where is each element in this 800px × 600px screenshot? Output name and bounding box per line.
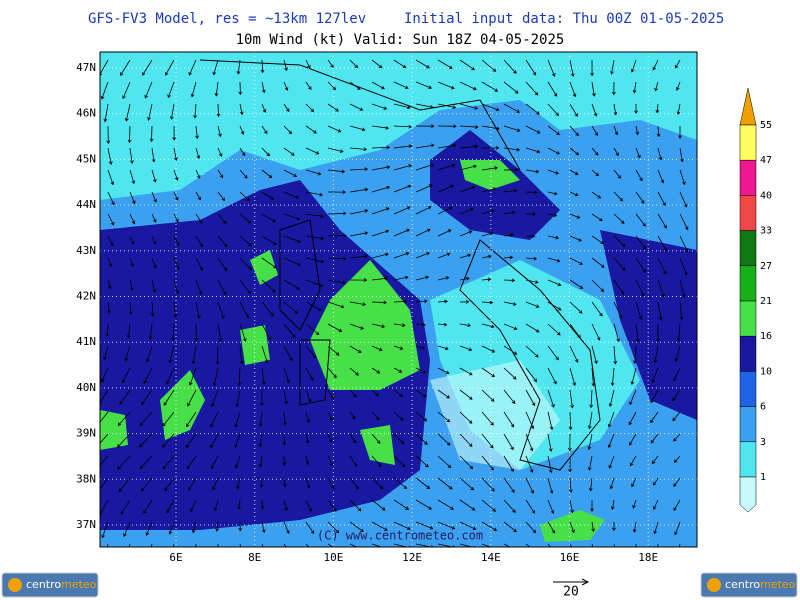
colorbar-label: 1 [760,472,766,483]
colorbar-label: 3 [760,437,766,448]
lon-label: 18E [638,551,658,564]
logo-left: centrometeo [1,572,99,598]
lon-label: 16E [560,551,580,564]
lat-label: 39N [76,427,96,440]
logo-text: centrometeo [26,578,97,591]
colorbar-bin [739,265,757,302]
colorbar-label: 27 [760,261,772,272]
colorbar-bin [739,159,757,196]
reference-arrow [553,578,590,586]
colorbar-label: 10 [760,366,772,377]
lat-label: 47N [76,61,96,74]
lon-label: 6E [169,551,182,564]
colorbar: 55 47 40 33 27 21 16 10 6 3 1 [739,87,772,513]
colorbar-label: 21 [760,296,772,307]
colorbar-label: 47 [760,155,772,166]
colorbar-label: 16 [760,331,772,342]
map: (C) www.centrometeo.com [100,52,697,547]
model-title: GFS-FV3 Model, res = ~13km 127lev [88,11,366,27]
lat-label: 44N [76,198,96,211]
colorbar-bottom [739,476,757,513]
map-frame [99,51,698,548]
colorbar-top [739,87,757,126]
lon-label: 8E [248,551,261,564]
lat-label: 37N [76,518,96,531]
colorbar-bin [739,300,757,337]
graticule [100,52,697,547]
lon-label: 14E [481,551,501,564]
reference-label: 20 [563,585,579,600]
init-title: Initial input data: Thu 00Z 01-05-2025 [404,11,724,27]
logo-text: centrometeo [725,578,796,591]
colorbar-bin [739,195,757,231]
lat-label: 41N [76,335,96,348]
axis-labels: 47N 46N 45N 44N 43N 42N 41N 40N 39N 38N 37N 6E 8E 10E… [76,61,658,564]
lat-label: 38N [76,472,96,485]
lat-label: 43N [76,244,96,257]
field-title: 10m Wind (kt) Valid: Sun 18Z 04-05-2025 [236,32,565,48]
logo-part: meteo [760,578,796,591]
lat-label: 40N [76,381,96,394]
logo-part: centro [725,578,760,591]
colorbar-bin [739,124,757,161]
colorbar-bin [739,441,757,478]
wind-arrows [100,59,689,547]
colorbar-bin [739,230,757,267]
colorbar-label: 55 [760,120,772,131]
colorbar-bin [739,335,757,372]
logo-part: centro [26,578,61,591]
logo-part: meteo [61,578,97,591]
logo-right: centrometeo [700,572,798,598]
colorbar-bin [739,406,757,443]
lat-label: 42N [76,290,96,303]
colorbar-label: 40 [760,190,772,201]
lat-label: 46N [76,107,96,120]
lon-label: 12E [402,551,422,564]
lon-label: 10E [323,551,343,564]
watermark: (C) www.centrometeo.com [317,529,483,543]
colorbar-bin [739,371,757,407]
colorbar-label: 33 [760,226,772,237]
lat-label: 45N [76,152,96,165]
colorbar-label: 6 [760,402,766,413]
